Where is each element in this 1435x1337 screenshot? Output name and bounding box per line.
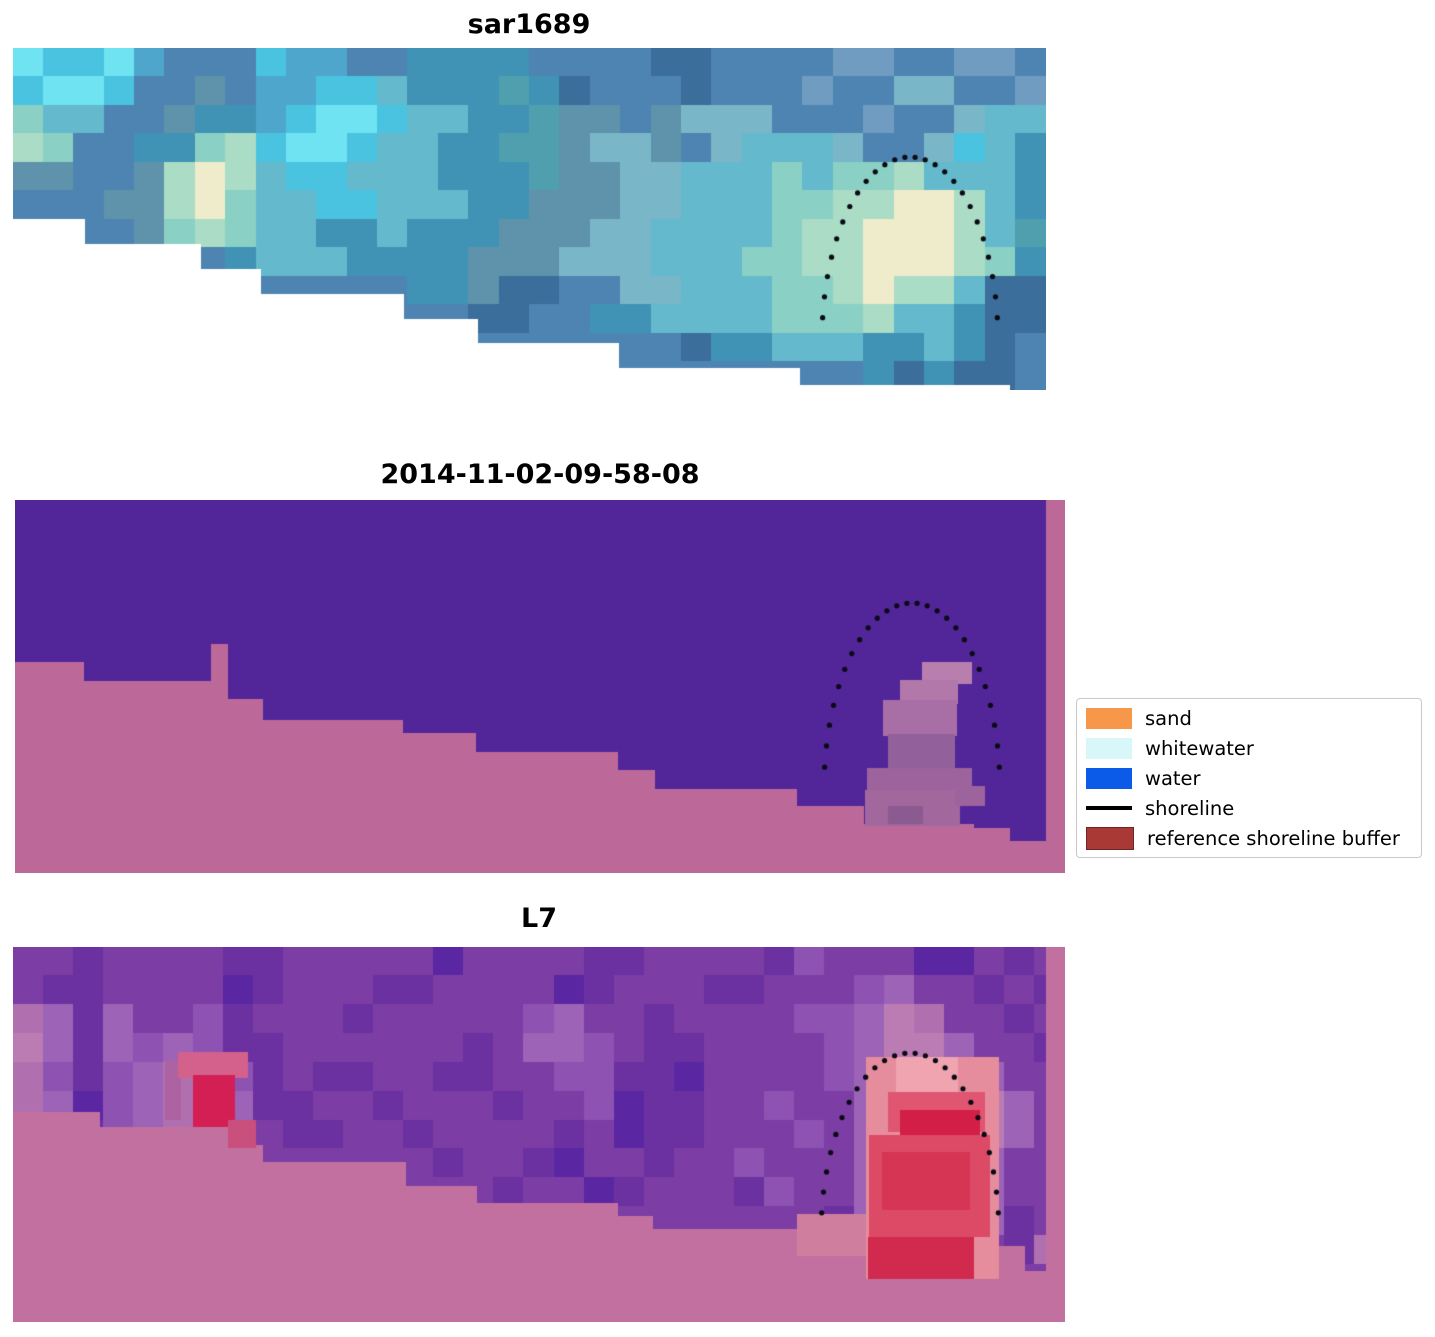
legend-item-whitewater: whitewater [1086, 733, 1412, 763]
panel-title-classified-date: 2014-11-02-09-58-08 [380, 459, 700, 490]
legend-box: sand whitewater water shoreline referenc… [1076, 698, 1422, 858]
legend-item-sand: sand [1086, 703, 1412, 733]
legend-label-shoreline: shoreline [1145, 796, 1235, 820]
classified-image-panel [15, 500, 1065, 873]
whitewater-swatch-icon [1086, 737, 1132, 759]
shoreline-line-icon [1086, 806, 1132, 810]
reference-shoreline-buffer-swatch-icon [1086, 826, 1134, 850]
legend-label-reference-shoreline-buffer: reference shoreline buffer [1147, 826, 1400, 850]
l7-image-panel [13, 947, 1065, 1322]
legend-item-reference-shoreline-buffer: reference shoreline buffer [1086, 823, 1412, 853]
legend-label-whitewater: whitewater [1145, 736, 1254, 760]
panel-title-sar1689: sar1689 [467, 9, 591, 40]
legend-label-water: water [1145, 766, 1201, 790]
water-swatch-icon [1086, 767, 1132, 789]
sar-image-panel [13, 48, 1046, 390]
legend-label-sand: sand [1145, 706, 1192, 730]
legend-item-shoreline: shoreline [1086, 793, 1412, 823]
legend-item-water: water [1086, 763, 1412, 793]
panel-title-l7: L7 [521, 903, 557, 934]
sand-swatch-icon [1086, 707, 1132, 729]
